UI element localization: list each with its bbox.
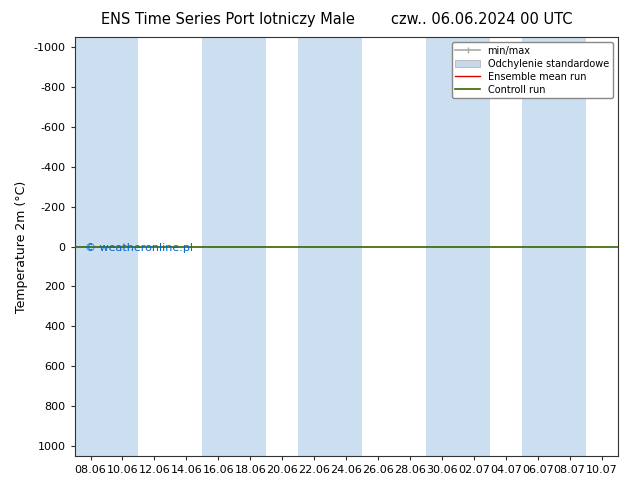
Text: © weatheronline.pl: © weatheronline.pl [86,243,193,253]
Bar [298,37,362,456]
Legend: min/max, Odchylenie standardowe, Ensemble mean run, Controll run: min/max, Odchylenie standardowe, Ensembl… [451,42,612,98]
Text: ENS Time Series Port lotniczy Male: ENS Time Series Port lotniczy Male [101,12,355,27]
Text: czw.. 06.06.2024 00 UTC: czw.. 06.06.2024 00 UTC [391,12,573,27]
Bar [426,37,490,456]
Y-axis label: Temperature 2m (°C): Temperature 2m (°C) [15,180,28,313]
Bar [202,37,266,456]
Bar [522,37,586,456]
Bar [75,37,138,456]
